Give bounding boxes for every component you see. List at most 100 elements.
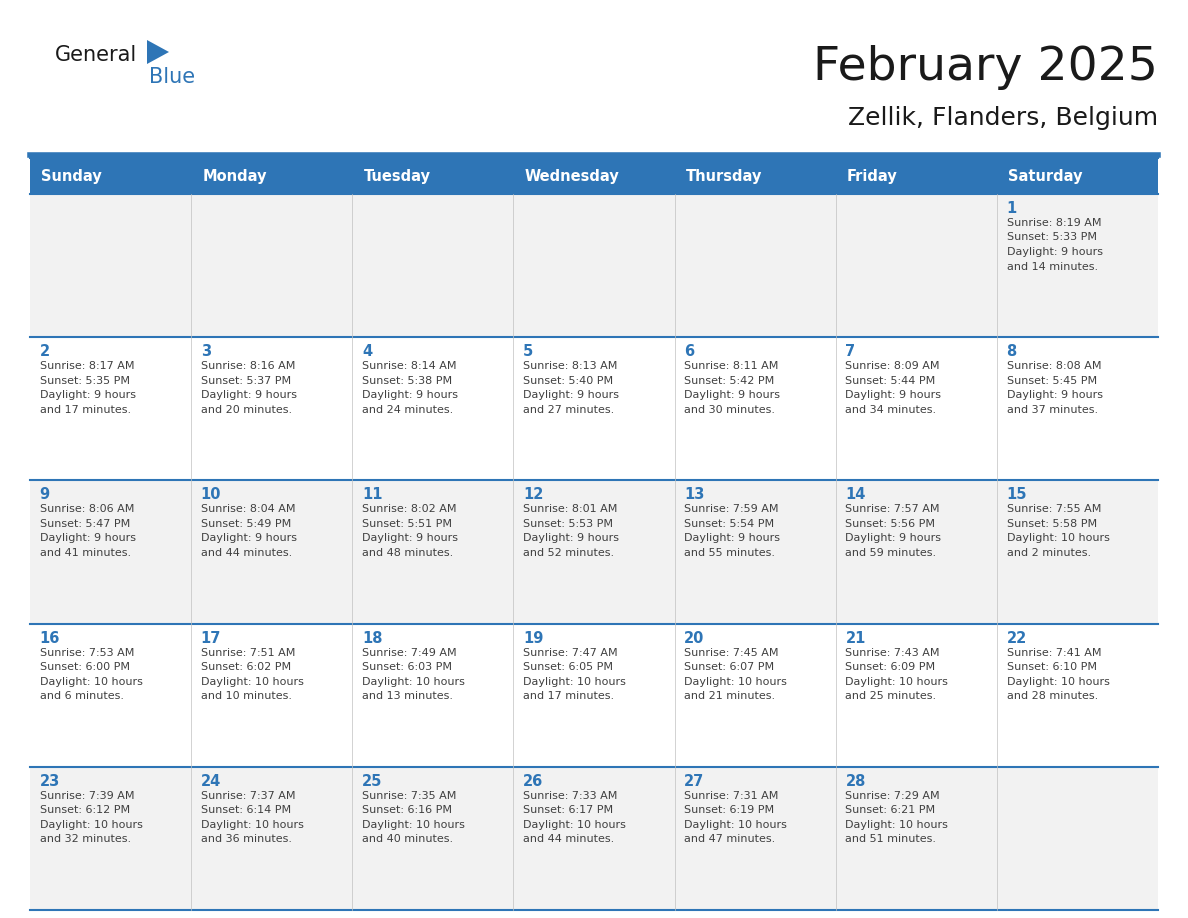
Text: Daylight: 10 hours: Daylight: 10 hours xyxy=(846,677,948,687)
Text: 19: 19 xyxy=(523,631,543,645)
Text: and 40 minutes.: and 40 minutes. xyxy=(362,834,453,845)
Text: Zellik, Flanders, Belgium: Zellik, Flanders, Belgium xyxy=(848,106,1158,130)
Text: Sunset: 6:09 PM: Sunset: 6:09 PM xyxy=(846,662,935,672)
Text: and 36 minutes.: and 36 minutes. xyxy=(201,834,292,845)
Text: Sunset: 5:47 PM: Sunset: 5:47 PM xyxy=(39,519,129,529)
Bar xyxy=(191,158,353,194)
Text: Sunset: 6:02 PM: Sunset: 6:02 PM xyxy=(201,662,291,672)
Text: 3: 3 xyxy=(201,344,211,359)
Text: Sunrise: 7:59 AM: Sunrise: 7:59 AM xyxy=(684,504,779,514)
Text: 21: 21 xyxy=(846,631,866,645)
Text: Sunrise: 7:41 AM: Sunrise: 7:41 AM xyxy=(1006,647,1101,657)
Text: Blue: Blue xyxy=(148,67,195,87)
Bar xyxy=(30,623,1158,767)
Text: and 25 minutes.: and 25 minutes. xyxy=(846,691,936,701)
Text: 9: 9 xyxy=(39,487,50,502)
Text: Daylight: 9 hours: Daylight: 9 hours xyxy=(201,533,297,543)
Polygon shape xyxy=(147,40,169,64)
Text: and 55 minutes.: and 55 minutes. xyxy=(684,548,776,558)
Text: 12: 12 xyxy=(523,487,543,502)
Text: and 47 minutes.: and 47 minutes. xyxy=(684,834,776,845)
Text: Sunset: 5:53 PM: Sunset: 5:53 PM xyxy=(523,519,613,529)
Text: 24: 24 xyxy=(201,774,221,789)
Text: Sunset: 6:17 PM: Sunset: 6:17 PM xyxy=(523,805,613,815)
Bar xyxy=(30,480,1158,623)
Text: and 6 minutes.: and 6 minutes. xyxy=(39,691,124,701)
Text: Sunrise: 8:06 AM: Sunrise: 8:06 AM xyxy=(39,504,134,514)
Text: Sunrise: 7:45 AM: Sunrise: 7:45 AM xyxy=(684,647,779,657)
Text: 6: 6 xyxy=(684,344,694,359)
Text: and 10 minutes.: and 10 minutes. xyxy=(201,691,292,701)
Text: Daylight: 10 hours: Daylight: 10 hours xyxy=(362,677,465,687)
Text: and 44 minutes.: and 44 minutes. xyxy=(523,834,614,845)
Text: 18: 18 xyxy=(362,631,383,645)
Text: Daylight: 9 hours: Daylight: 9 hours xyxy=(201,390,297,400)
Text: and 17 minutes.: and 17 minutes. xyxy=(39,405,131,415)
Text: Sunrise: 7:57 AM: Sunrise: 7:57 AM xyxy=(846,504,940,514)
Text: Sunrise: 8:11 AM: Sunrise: 8:11 AM xyxy=(684,361,778,371)
Text: Daylight: 10 hours: Daylight: 10 hours xyxy=(684,820,788,830)
Bar xyxy=(353,158,513,194)
Text: Sunrise: 8:09 AM: Sunrise: 8:09 AM xyxy=(846,361,940,371)
Text: 8: 8 xyxy=(1006,344,1017,359)
Text: Daylight: 10 hours: Daylight: 10 hours xyxy=(1006,677,1110,687)
Text: and 48 minutes.: and 48 minutes. xyxy=(362,548,453,558)
Text: Sunset: 6:10 PM: Sunset: 6:10 PM xyxy=(1006,662,1097,672)
Text: Thursday: Thursday xyxy=(685,169,763,184)
Text: and 59 minutes.: and 59 minutes. xyxy=(846,548,936,558)
Bar xyxy=(835,158,997,194)
Text: and 52 minutes.: and 52 minutes. xyxy=(523,548,614,558)
Bar xyxy=(675,158,835,194)
Text: 16: 16 xyxy=(39,631,61,645)
Text: Sunset: 5:58 PM: Sunset: 5:58 PM xyxy=(1006,519,1097,529)
Text: Sunrise: 8:08 AM: Sunrise: 8:08 AM xyxy=(1006,361,1101,371)
Text: Sunset: 6:16 PM: Sunset: 6:16 PM xyxy=(362,805,451,815)
Text: Wednesday: Wednesday xyxy=(525,169,619,184)
Text: Sunrise: 7:49 AM: Sunrise: 7:49 AM xyxy=(362,647,456,657)
Text: 11: 11 xyxy=(362,487,383,502)
Text: Sunset: 5:49 PM: Sunset: 5:49 PM xyxy=(201,519,291,529)
Text: Sunset: 6:07 PM: Sunset: 6:07 PM xyxy=(684,662,775,672)
Text: 20: 20 xyxy=(684,631,704,645)
Text: 28: 28 xyxy=(846,774,866,789)
Text: Daylight: 9 hours: Daylight: 9 hours xyxy=(684,533,781,543)
Text: and 30 minutes.: and 30 minutes. xyxy=(684,405,776,415)
Text: Sunset: 5:33 PM: Sunset: 5:33 PM xyxy=(1006,232,1097,242)
Text: Sunrise: 8:19 AM: Sunrise: 8:19 AM xyxy=(1006,218,1101,228)
Text: Sunset: 6:05 PM: Sunset: 6:05 PM xyxy=(523,662,613,672)
Text: Sunset: 6:21 PM: Sunset: 6:21 PM xyxy=(846,805,935,815)
Text: Daylight: 9 hours: Daylight: 9 hours xyxy=(846,533,941,543)
Text: Daylight: 9 hours: Daylight: 9 hours xyxy=(846,390,941,400)
Text: Sunset: 5:45 PM: Sunset: 5:45 PM xyxy=(1006,375,1097,386)
Text: Sunset: 5:42 PM: Sunset: 5:42 PM xyxy=(684,375,775,386)
Bar xyxy=(997,158,1158,194)
Text: February 2025: February 2025 xyxy=(813,46,1158,91)
Text: Daylight: 10 hours: Daylight: 10 hours xyxy=(39,677,143,687)
Bar xyxy=(30,194,1158,337)
Text: 26: 26 xyxy=(523,774,543,789)
Text: Sunrise: 8:01 AM: Sunrise: 8:01 AM xyxy=(523,504,618,514)
Text: Sunrise: 8:17 AM: Sunrise: 8:17 AM xyxy=(39,361,134,371)
Text: Sunrise: 8:14 AM: Sunrise: 8:14 AM xyxy=(362,361,456,371)
Text: Daylight: 9 hours: Daylight: 9 hours xyxy=(1006,390,1102,400)
Text: Sunset: 5:44 PM: Sunset: 5:44 PM xyxy=(846,375,936,386)
Text: and 34 minutes.: and 34 minutes. xyxy=(846,405,936,415)
Text: Sunrise: 7:55 AM: Sunrise: 7:55 AM xyxy=(1006,504,1101,514)
Text: Sunrise: 7:37 AM: Sunrise: 7:37 AM xyxy=(201,790,296,800)
Text: Sunday: Sunday xyxy=(42,169,102,184)
Text: 5: 5 xyxy=(523,344,533,359)
Text: Sunrise: 7:35 AM: Sunrise: 7:35 AM xyxy=(362,790,456,800)
Text: 22: 22 xyxy=(1006,631,1026,645)
Text: Daylight: 10 hours: Daylight: 10 hours xyxy=(523,820,626,830)
Text: Daylight: 9 hours: Daylight: 9 hours xyxy=(523,533,619,543)
Bar xyxy=(30,158,191,194)
Text: 27: 27 xyxy=(684,774,704,789)
Text: and 24 minutes.: and 24 minutes. xyxy=(362,405,453,415)
Text: 13: 13 xyxy=(684,487,704,502)
Text: Daylight: 10 hours: Daylight: 10 hours xyxy=(201,820,304,830)
Text: Daylight: 9 hours: Daylight: 9 hours xyxy=(523,390,619,400)
Text: Sunrise: 8:16 AM: Sunrise: 8:16 AM xyxy=(201,361,295,371)
Text: Sunrise: 8:02 AM: Sunrise: 8:02 AM xyxy=(362,504,456,514)
Text: and 17 minutes.: and 17 minutes. xyxy=(523,691,614,701)
Text: 10: 10 xyxy=(201,487,221,502)
